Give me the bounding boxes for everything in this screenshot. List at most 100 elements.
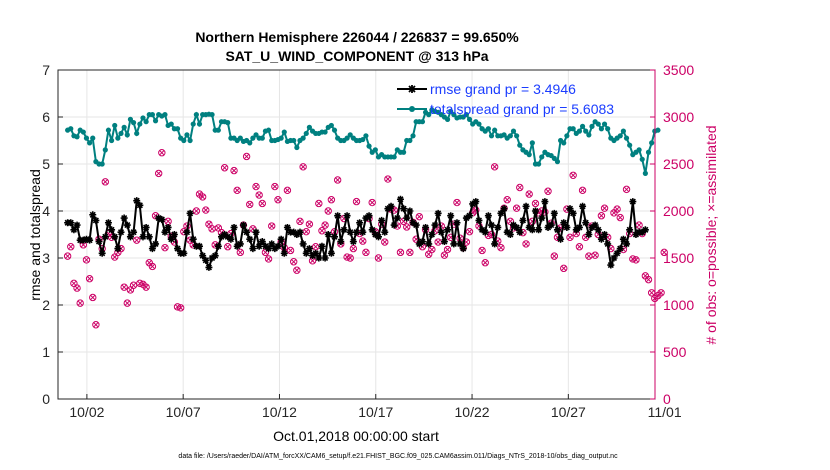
y-left-tick-label: 3 (42, 250, 50, 266)
rmse-point (569, 209, 577, 217)
rmse-point (302, 249, 310, 257)
rmse-point (196, 242, 204, 250)
obs-assimilated-point (247, 201, 253, 207)
rmse-point (327, 249, 335, 257)
rmse-series (64, 195, 649, 271)
obs-possible-point (359, 237, 367, 245)
rmse-point (406, 207, 414, 215)
obs-assimilated-point (369, 199, 375, 206)
obs-assimilated-point (382, 239, 388, 245)
spread-point (237, 135, 243, 141)
rmse-point (104, 219, 112, 227)
spread-point (579, 123, 586, 129)
spread-point (488, 133, 495, 139)
obs-possible-point (478, 246, 486, 255)
rmse-point (456, 240, 464, 248)
obs-assimilated-point (592, 252, 598, 258)
y-axis-right: 0 500 1000 1500 2000 2500 3000 3500 (650, 62, 694, 407)
obs-assimilated-point (87, 276, 93, 282)
spread-point (112, 122, 118, 129)
obs-assimilated-point (93, 322, 99, 328)
spread-point (134, 130, 140, 137)
obs-possible-point (242, 152, 251, 161)
y-right-tick-label: 500 (663, 344, 687, 360)
obs-assimilated-point (576, 244, 582, 250)
obs-assimilated-point (200, 194, 206, 200)
obs-possible-point (63, 252, 72, 260)
obs-assimilated-point (284, 187, 290, 193)
rmse-point (616, 245, 624, 253)
obs-possible-point (268, 222, 276, 230)
rmse-point (161, 228, 169, 236)
y-right-tick-label: 2500 (663, 156, 694, 172)
spread-point (514, 133, 520, 139)
spread-point (476, 121, 482, 127)
obs-assimilated-point (288, 247, 294, 254)
rmse-point (183, 228, 191, 236)
rmse-point (572, 226, 580, 234)
rmse-point (189, 235, 197, 243)
rmse-point (309, 252, 317, 260)
spread-point (215, 127, 221, 133)
obs-possible-point (657, 289, 665, 297)
obs-assimilated-point (435, 239, 441, 245)
obs-possible-point (293, 266, 301, 274)
obs-possible-point (133, 236, 141, 244)
rmse-point (274, 242, 282, 250)
spread-point (605, 126, 611, 132)
obs-possible-point (173, 303, 182, 311)
obs-possible-point (148, 262, 157, 271)
spread-point (294, 144, 300, 151)
obs-possible-point (296, 217, 304, 226)
rmse-point (346, 228, 354, 236)
obs-possible-point (349, 244, 358, 253)
rmse-point (362, 214, 370, 222)
obs-possible-point (142, 283, 150, 291)
obs-possible-point (136, 279, 144, 288)
rmse-point (123, 221, 131, 229)
obs-assimilated-point (319, 228, 325, 234)
x-tick-label: 11/01 (648, 404, 682, 420)
spread-point (551, 155, 557, 161)
obs-assimilated-point (445, 246, 451, 253)
obs-possible-point (428, 245, 436, 254)
obs-possible-point (560, 264, 568, 273)
obs-possible-point (622, 185, 631, 194)
rmse-point (73, 221, 81, 229)
obs-possible-point (374, 254, 383, 262)
spread-point (586, 132, 592, 138)
spread-point (501, 132, 507, 138)
rmse-point (230, 223, 238, 231)
x-axis-label: Oct.01,2018 00:00:00 start (273, 428, 439, 444)
obs-assimilated-point (645, 277, 652, 283)
rmse-point (553, 226, 561, 234)
rmse-point (353, 228, 360, 236)
spread-point (143, 119, 149, 125)
obs-possible-point (73, 284, 81, 292)
rmse-point (136, 201, 144, 209)
spread-point (140, 115, 146, 121)
rmse-point (531, 207, 539, 215)
obs-assimilated-point (313, 244, 319, 250)
rmse-point (117, 228, 125, 236)
obs-possible-point (384, 175, 392, 183)
obs-possible-point (453, 198, 461, 207)
obs-assimilated-point (482, 260, 488, 266)
rmse-point (418, 238, 426, 246)
rmse-point (340, 226, 348, 234)
obs-possible-point (368, 198, 376, 207)
obs-assimilated-point (580, 187, 586, 193)
chart-title: Northern Hemisphere 226044 / 226837 = 99… (195, 29, 519, 45)
obs-possible-point (352, 197, 361, 206)
rmse-point (95, 238, 103, 246)
rmse-point (180, 249, 188, 257)
rmse-point (632, 231, 640, 238)
rmse-point (450, 240, 458, 248)
rmse-point (638, 228, 646, 236)
obs-assimilated-point (598, 213, 604, 219)
spread-point (589, 123, 595, 129)
obs-assimilated-point (601, 205, 608, 211)
spread-point (419, 119, 426, 125)
rmse-point (610, 254, 618, 262)
